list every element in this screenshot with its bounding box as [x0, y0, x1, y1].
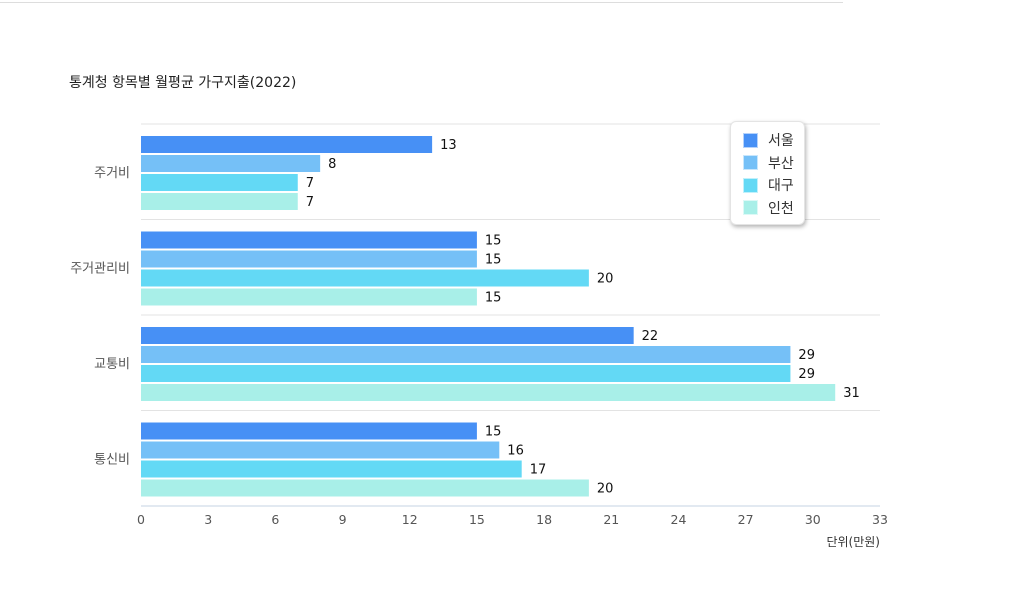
- data-label: 7: [306, 176, 314, 191]
- data-label: 15: [485, 291, 502, 306]
- bar-인천: [141, 288, 477, 306]
- x-tick-label: 0: [137, 512, 145, 527]
- data-label: 8: [328, 157, 336, 172]
- legend-swatch: [743, 177, 758, 193]
- bar-부산: [141, 346, 791, 363]
- category-label: 주거관리비: [70, 261, 130, 276]
- bar-서울: [141, 136, 433, 153]
- x-tick-label: 9: [339, 512, 347, 527]
- legend-label: 서울: [768, 133, 794, 150]
- x-tick-label: 18: [536, 512, 552, 527]
- bar-서울: [141, 422, 477, 440]
- data-label: 15: [485, 425, 502, 440]
- x-tick-label: 12: [402, 512, 418, 527]
- category-label: 교통비: [94, 357, 130, 372]
- data-label: 16: [507, 444, 524, 459]
- bar-대구: [141, 174, 298, 191]
- legend-item[interactable]: 부산: [743, 152, 804, 175]
- x-tick-label: 27: [738, 512, 754, 527]
- x-tick-label: 24: [671, 512, 687, 527]
- x-tick-label: 33: [872, 512, 888, 527]
- legend-item[interactable]: 서울: [743, 129, 804, 152]
- top-divider: [0, 2, 843, 3]
- x-tick-label: 30: [805, 512, 821, 527]
- bar-대구: [141, 269, 589, 287]
- legend-item[interactable]: 인천: [743, 197, 804, 220]
- data-label: 15: [485, 234, 502, 249]
- bar-부산: [141, 441, 500, 459]
- data-label: 29: [798, 367, 815, 382]
- legend-swatch: [743, 155, 758, 171]
- data-label: 17: [530, 463, 547, 478]
- data-label: 20: [597, 482, 614, 497]
- legend-label: 인천: [768, 200, 794, 217]
- bar-서울: [141, 327, 634, 344]
- category-label: 주거비: [94, 166, 130, 181]
- bar-부산: [141, 250, 477, 268]
- bar-인천: [141, 193, 298, 210]
- x-tick-label: 3: [204, 512, 212, 527]
- x-axis-unit-label: 단위(만원): [826, 535, 880, 549]
- legend-label: 대구: [768, 178, 794, 195]
- data-label: 15: [485, 253, 502, 268]
- data-label: 7: [306, 195, 314, 210]
- legend-item[interactable]: 대구: [743, 174, 804, 197]
- bar-대구: [141, 460, 522, 478]
- bar-인천: [141, 479, 589, 497]
- data-label: 29: [798, 348, 815, 363]
- data-label: 20: [597, 272, 614, 287]
- legend-swatch: [743, 200, 758, 216]
- bar-대구: [141, 365, 791, 382]
- chart-title: 통계청 항목별 월평균 가구지출(2022): [69, 75, 296, 91]
- legend-label: 부산: [768, 155, 794, 172]
- category-label: 통신비: [94, 452, 130, 467]
- bar-인천: [141, 384, 836, 401]
- data-label: 13: [440, 138, 457, 153]
- bar-서울: [141, 231, 477, 249]
- legend-swatch: [743, 132, 758, 148]
- x-tick-label: 15: [469, 512, 485, 527]
- data-label: 31: [843, 386, 860, 401]
- x-tick-label: 6: [271, 512, 279, 527]
- x-tick-label: 21: [603, 512, 619, 527]
- data-label: 22: [642, 329, 659, 344]
- bar-부산: [141, 155, 321, 172]
